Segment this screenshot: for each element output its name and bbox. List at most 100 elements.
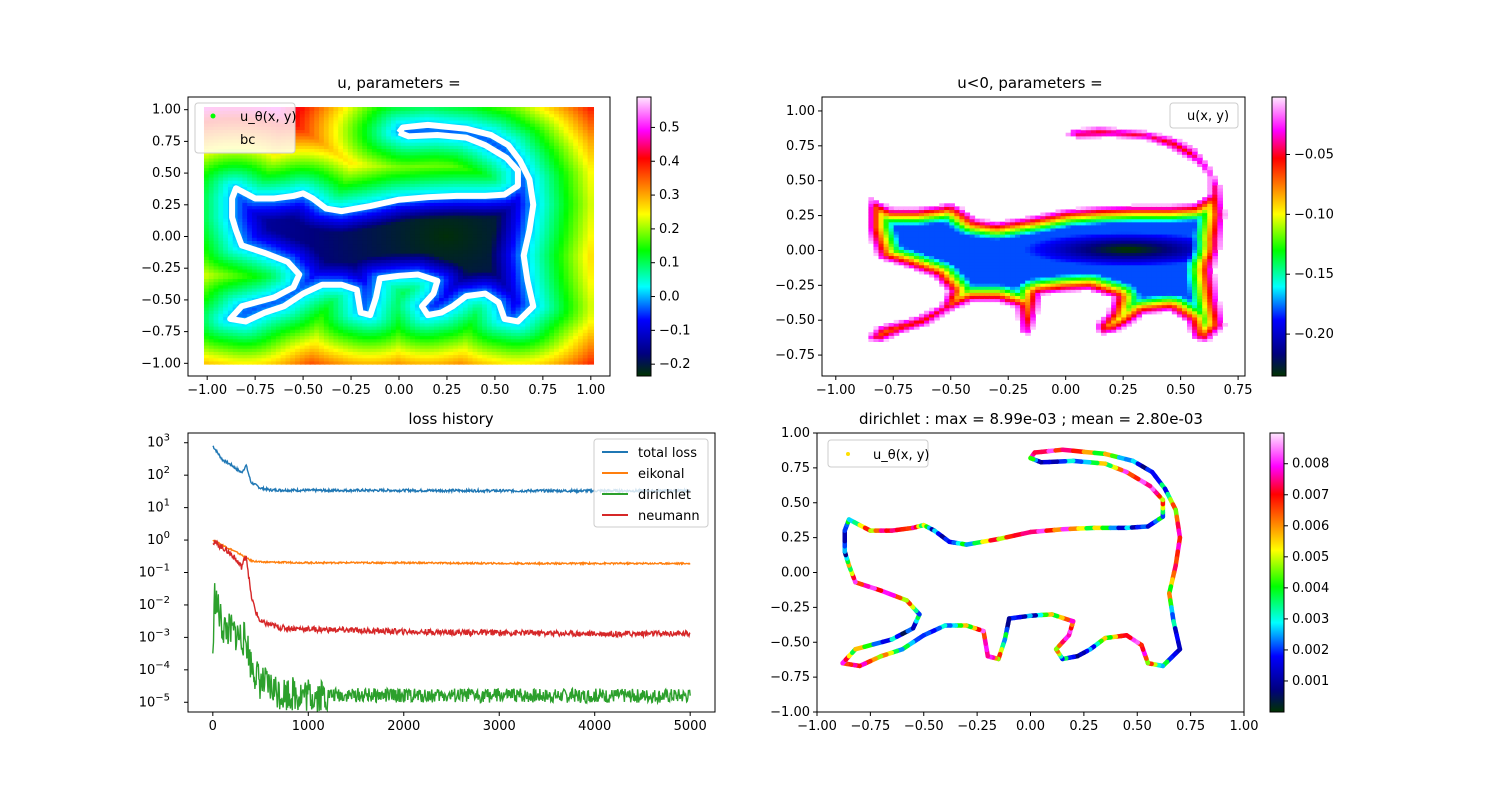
u-cell: [295, 138, 302, 143]
u-cell: [247, 233, 254, 238]
u-cell: [467, 347, 475, 352]
u-cell: [472, 306, 479, 311]
u-cell: [414, 357, 422, 362]
u-cell: [357, 148, 364, 153]
u-cell: [419, 198, 427, 203]
u-cell: [410, 167, 417, 172]
u-cell: [309, 179, 316, 184]
u-cell: [438, 290, 446, 295]
u-cell: [424, 145, 431, 150]
u-cell: [208, 240, 216, 245]
u-cell: [443, 354, 451, 359]
u-cell: [395, 157, 403, 162]
u-cell: [203, 357, 211, 362]
u-cell: [443, 281, 451, 286]
u-cell: [491, 186, 499, 191]
u-cell: [304, 198, 312, 203]
u-cell: [496, 360, 503, 365]
u-cell: [410, 183, 417, 188]
u-cell: [405, 189, 412, 194]
u-cell: [482, 202, 489, 207]
u-cell: [203, 309, 211, 314]
u-cell: [491, 217, 499, 222]
u-cell: [352, 316, 360, 321]
u-cell: [381, 110, 388, 115]
u-cell: [429, 265, 436, 270]
u-cell: [237, 297, 244, 302]
u-cell: [285, 309, 292, 314]
u-cell: [333, 135, 340, 140]
u-cell: [251, 322, 259, 327]
u-cell: [467, 183, 475, 188]
u-cell: [491, 303, 499, 308]
u-cell: [491, 265, 499, 270]
u-cell: [482, 164, 489, 169]
u-cell: [319, 116, 326, 121]
u-cell: [453, 189, 460, 194]
u-cell: [232, 347, 240, 352]
u-cell: [414, 164, 422, 169]
u-cell: [309, 300, 316, 305]
u-cell: [256, 154, 264, 159]
u-cell: [371, 157, 379, 162]
u-cell: [491, 328, 499, 333]
u-cell: [304, 294, 312, 299]
u-cell: [347, 309, 355, 314]
u-cell: [448, 179, 455, 184]
u-cell: [304, 214, 312, 219]
u-cell: [391, 214, 398, 219]
u-cell: [424, 151, 431, 156]
u-cell: [309, 297, 316, 302]
u-cell: [371, 243, 379, 248]
u-cell: [338, 183, 345, 188]
u-cell: [275, 240, 283, 245]
u-cell: [323, 237, 331, 241]
u-cell: [458, 344, 465, 349]
u-cell: [304, 243, 312, 248]
u-cell: [203, 167, 211, 172]
u-cell: [328, 145, 336, 150]
u-cell: [371, 328, 379, 333]
u-cell: [323, 309, 331, 314]
u-cell: [343, 138, 350, 143]
u-cell: [491, 107, 499, 111]
u-cell: [275, 275, 283, 280]
u-cell: [256, 256, 264, 260]
u-cell: [223, 275, 230, 280]
u-cell: [467, 141, 475, 146]
u-cell: [371, 176, 379, 181]
u-cell: [338, 154, 345, 159]
u-cell: [472, 316, 479, 321]
u-cell: [275, 237, 283, 241]
u-cell: [414, 186, 422, 191]
u-cell: [309, 294, 316, 299]
u-cell: [424, 110, 431, 115]
u-cell: [419, 145, 427, 150]
u-cell: [266, 164, 273, 169]
u-cell: [261, 303, 268, 308]
u-cell: [333, 300, 340, 305]
u-cell: [391, 186, 398, 191]
u-cell: [391, 294, 398, 299]
u-cell: [391, 287, 398, 292]
u-cell: [290, 160, 297, 165]
u-cell: [247, 332, 254, 337]
u-cell: [347, 189, 355, 194]
u-cell: [405, 148, 412, 153]
u-cell: [314, 110, 321, 115]
u-cell: [299, 122, 307, 127]
u-cell: [467, 154, 475, 159]
u-cell: [256, 325, 264, 330]
u-cell: [319, 246, 326, 251]
u-cell: [453, 179, 460, 184]
u-cell: [367, 195, 374, 200]
u-cell: [319, 300, 326, 305]
u-cell: [405, 119, 412, 124]
u-cell: [429, 154, 436, 159]
u-cell: [357, 224, 364, 229]
u-cell: [319, 252, 326, 257]
u-cell: [386, 205, 393, 210]
u-cell: [395, 148, 403, 153]
u-cell: [419, 338, 427, 343]
u-cell: [242, 154, 249, 159]
